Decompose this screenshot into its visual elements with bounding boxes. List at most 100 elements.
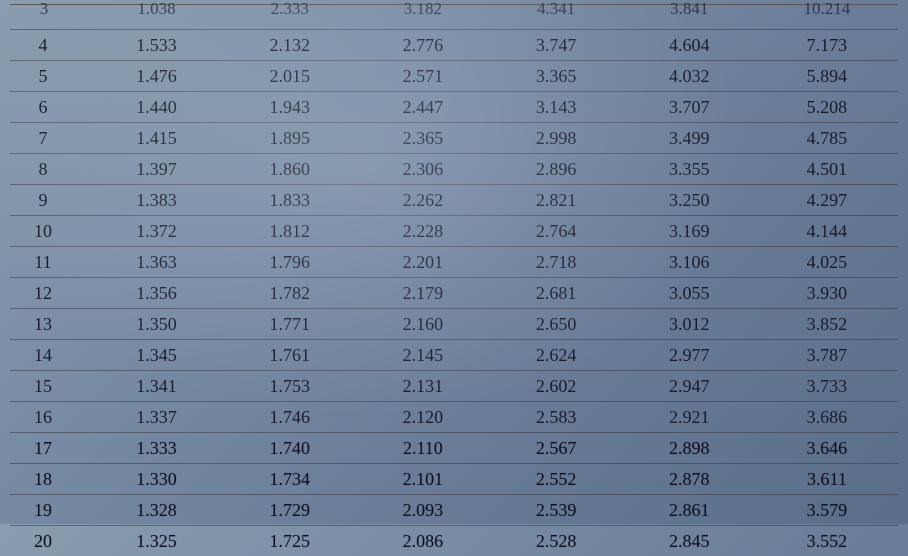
cell: 10.214 xyxy=(756,5,898,30)
table-row: 151.3411.7532.1312.6022.9473.733 xyxy=(10,371,898,402)
cell: 1.746 xyxy=(223,402,356,433)
table-row: 121.3561.7822.1792.6813.0553.930 xyxy=(10,278,898,309)
cell: 1.782 xyxy=(223,278,356,309)
cell: 3.787 xyxy=(756,340,898,371)
cell: 3.143 xyxy=(489,92,622,123)
cell-value: 3.182 xyxy=(404,5,442,19)
cell: 2.110 xyxy=(356,433,489,464)
cell: 3.169 xyxy=(623,216,756,247)
cell: 2.764 xyxy=(489,216,622,247)
cell: 2.201 xyxy=(356,247,489,278)
cell: 1.350 xyxy=(90,309,223,340)
cell: 2.306 xyxy=(356,154,489,185)
cell-df: 15 xyxy=(10,371,90,402)
cell: 1.383 xyxy=(90,185,223,216)
cell: 2.998 xyxy=(489,123,622,154)
cell: 3.707 xyxy=(623,92,756,123)
cell: 2.624 xyxy=(489,340,622,371)
cell: 1.895 xyxy=(223,123,356,154)
cell: 2.365 xyxy=(356,123,489,154)
cell-df: 11 xyxy=(10,247,90,278)
cell: 2.179 xyxy=(356,278,489,309)
table-row: 101.3721.8122.2282.7643.1694.144 xyxy=(10,216,898,247)
statistical-table-container: 3 1.038 2.333 3.182 4.341 3.841 10.214 4… xyxy=(0,0,908,556)
cell: 2.132 xyxy=(223,30,356,61)
table-row: 111.3631.7962.2012.7183.1064.025 xyxy=(10,247,898,278)
cell: 3.747 xyxy=(489,30,622,61)
cell: 3.611 xyxy=(756,464,898,495)
cell: 1.415 xyxy=(90,123,223,154)
cell: 1.440 xyxy=(90,92,223,123)
cell-df: 17 xyxy=(10,433,90,464)
cell: 2.086 xyxy=(356,526,489,556)
cell: 2.145 xyxy=(356,340,489,371)
cell-value: 4.341 xyxy=(537,5,575,19)
cell: 2.921 xyxy=(623,402,756,433)
cell: 1.372 xyxy=(90,216,223,247)
cell: 3.686 xyxy=(756,402,898,433)
cell: 3.852 xyxy=(756,309,898,340)
cell: 1.734 xyxy=(223,464,356,495)
cell: 1.533 xyxy=(90,30,223,61)
cell: 2.131 xyxy=(356,371,489,402)
cell: 1.476 xyxy=(90,61,223,92)
cell: 4.144 xyxy=(756,216,898,247)
cell: 2.101 xyxy=(356,464,489,495)
cell-df: 19 xyxy=(10,495,90,526)
cell-df: 20 xyxy=(10,526,90,556)
cell: 1.796 xyxy=(223,247,356,278)
cell-df: 12 xyxy=(10,278,90,309)
cell: 2.947 xyxy=(623,371,756,402)
cell-df: 3 xyxy=(10,5,90,30)
cell: 1.038 xyxy=(90,5,223,30)
cell: 1.328 xyxy=(90,495,223,526)
cell: 2.567 xyxy=(489,433,622,464)
cell: 5.894 xyxy=(756,61,898,92)
cell-df: 9 xyxy=(10,185,90,216)
cell: 2.650 xyxy=(489,309,622,340)
cell: 1.333 xyxy=(90,433,223,464)
table-row: 161.3371.7462.1202.5832.9213.686 xyxy=(10,402,898,433)
cell: 1.397 xyxy=(90,154,223,185)
cell-df: 10 xyxy=(10,216,90,247)
cell-df: 7 xyxy=(10,123,90,154)
cell: 2.552 xyxy=(489,464,622,495)
cell-value: 1.038 xyxy=(137,5,175,19)
cell: 1.761 xyxy=(223,340,356,371)
table-row: 61.4401.9432.4473.1433.7075.208 xyxy=(10,92,898,123)
cell: 1.729 xyxy=(223,495,356,526)
cell: 4.604 xyxy=(623,30,756,61)
cell: 2.093 xyxy=(356,495,489,526)
cell: 5.208 xyxy=(756,92,898,123)
cell: 2.447 xyxy=(356,92,489,123)
cell: 1.833 xyxy=(223,185,356,216)
cell: 1.725 xyxy=(223,526,356,556)
cell: 3.012 xyxy=(623,309,756,340)
cell: 1.345 xyxy=(90,340,223,371)
cell: 3.841 xyxy=(623,5,756,30)
cell-value: 2.333 xyxy=(271,5,309,19)
table-body: 3 1.038 2.333 3.182 4.341 3.841 10.214 xyxy=(10,5,898,30)
cell-value: 10.214 xyxy=(804,5,851,19)
cell: 4.501 xyxy=(756,154,898,185)
cell: 4.032 xyxy=(623,61,756,92)
cell: 2.160 xyxy=(356,309,489,340)
cell: 1.860 xyxy=(223,154,356,185)
cell: 3.646 xyxy=(756,433,898,464)
cell-df: 13 xyxy=(10,309,90,340)
table-row: 141.3451.7612.1452.6242.9773.787 xyxy=(10,340,898,371)
cell: 1.771 xyxy=(223,309,356,340)
cell: 1.363 xyxy=(90,247,223,278)
cell: 2.015 xyxy=(223,61,356,92)
table-row: 41.5332.1322.7763.7474.6047.173 xyxy=(10,30,898,61)
cell: 2.333 xyxy=(223,5,356,30)
cell: 3.055 xyxy=(623,278,756,309)
cell: 1.740 xyxy=(223,433,356,464)
cell: 3.355 xyxy=(623,154,756,185)
table-row: 71.4151.8952.3652.9983.4994.785 xyxy=(10,123,898,154)
cell: 1.812 xyxy=(223,216,356,247)
table-row: 131.3501.7712.1602.6503.0123.852 xyxy=(10,309,898,340)
cell-df: 6 xyxy=(10,92,90,123)
cell: 2.718 xyxy=(489,247,622,278)
cell: 2.228 xyxy=(356,216,489,247)
